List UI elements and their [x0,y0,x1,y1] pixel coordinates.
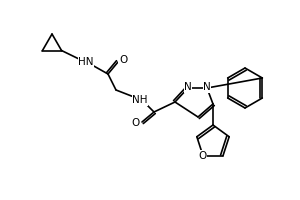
Text: N: N [203,82,211,92]
Text: O: O [119,55,127,65]
Text: O: O [132,118,140,128]
Text: O: O [198,151,206,161]
Text: N: N [184,82,192,92]
Text: NH: NH [132,95,148,105]
Text: HN: HN [78,57,94,67]
